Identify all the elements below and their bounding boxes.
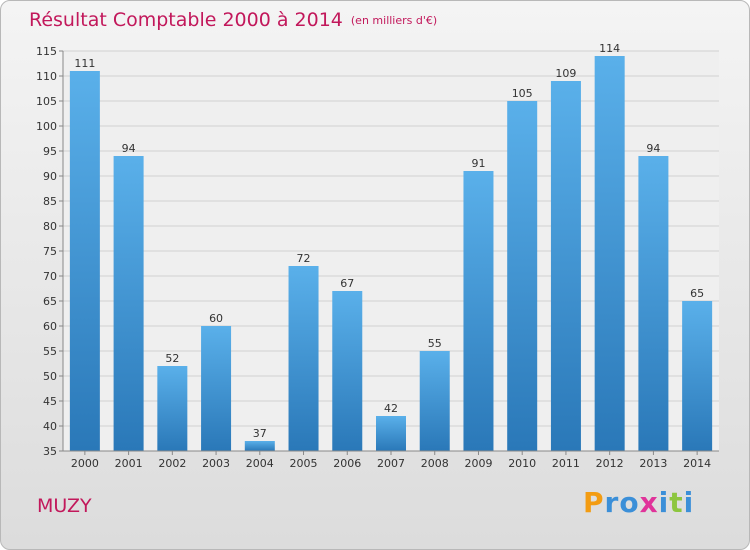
- bar-2008: [419, 351, 450, 451]
- value-label-2008: 55: [428, 337, 442, 350]
- y-tick-label: 50: [43, 370, 57, 383]
- chart-title-text: Résultat Comptable 2000 à 2014: [29, 9, 343, 31]
- proxiti-logo: Proxiti: [583, 486, 694, 519]
- y-tick-label: 35: [43, 445, 57, 458]
- x-tick-label-2005: 2005: [290, 457, 318, 470]
- x-tick-label-2009: 2009: [464, 457, 492, 470]
- value-label-2000: 111: [74, 57, 95, 70]
- bars: [69, 56, 713, 451]
- y-tick-label: 75: [43, 245, 57, 258]
- value-label-2007: 42: [384, 402, 398, 415]
- x-tick-label-2014: 2014: [683, 457, 711, 470]
- y-tick-label: 45: [43, 395, 57, 408]
- x-tick-label-2010: 2010: [508, 457, 536, 470]
- chart-title: Résultat Comptable 2000 à 2014 (en millie…: [29, 9, 437, 31]
- x-tick-label-2013: 2013: [639, 457, 667, 470]
- y-tick-label: 95: [43, 145, 57, 158]
- commune-name: MUZY: [37, 495, 92, 517]
- x-tick-label-2008: 2008: [421, 457, 449, 470]
- logo-letter: r: [604, 486, 620, 519]
- value-label-2012: 114: [599, 42, 620, 55]
- value-label-2013: 94: [646, 142, 660, 155]
- y-tick-label: 110: [36, 70, 57, 83]
- y-tick-label: 115: [36, 45, 57, 58]
- y-tick-label: 65: [43, 295, 57, 308]
- value-label-2002: 52: [165, 352, 179, 365]
- x-tick-label-2000: 2000: [71, 457, 99, 470]
- x-tick-label-2004: 2004: [246, 457, 274, 470]
- value-label-2010: 105: [512, 87, 533, 100]
- bar-2013: [638, 156, 669, 451]
- bar-2002: [157, 366, 188, 451]
- logo-letter: P: [583, 486, 605, 519]
- x-tick-label-2012: 2012: [596, 457, 624, 470]
- value-label-2014: 65: [690, 287, 704, 300]
- bar-2006: [332, 291, 363, 451]
- value-label-2004: 37: [253, 427, 267, 440]
- bar-2000: [69, 71, 100, 451]
- x-tick-label-2001: 2001: [115, 457, 143, 470]
- value-label-2001: 94: [122, 142, 136, 155]
- bar-2011: [550, 81, 581, 451]
- value-label-2005: 72: [297, 252, 311, 265]
- value-label-2006: 67: [340, 277, 354, 290]
- bar-2003: [201, 326, 232, 451]
- x-tick-label-2007: 2007: [377, 457, 405, 470]
- logo-letter: i: [683, 486, 695, 519]
- y-tick-label: 80: [43, 220, 57, 233]
- value-label-2009: 91: [471, 157, 485, 170]
- logo-letter: i: [658, 486, 670, 519]
- y-tick-label: 100: [36, 120, 57, 133]
- value-label-2011: 109: [555, 67, 576, 80]
- x-tick-label-2006: 2006: [333, 457, 361, 470]
- labels: 35 40 45 50 55 60 65 70 75 80 85 90 95 100 105 110 115 11…: [36, 42, 711, 470]
- bar-2014: [682, 301, 713, 451]
- axes: [59, 50, 719, 455]
- x-tick-label-2003: 2003: [202, 457, 230, 470]
- logo-letter: t: [669, 486, 684, 519]
- bar-2007: [376, 416, 406, 451]
- value-label-2003: 60: [209, 312, 223, 325]
- logo-letter: o: [619, 486, 640, 519]
- y-tick-label: 60: [43, 320, 57, 333]
- y-tick-label: 105: [36, 95, 57, 108]
- y-tick-label: 55: [43, 345, 57, 358]
- y-tick-label: 85: [43, 195, 57, 208]
- bar-2012: [594, 56, 625, 451]
- x-tick-label-2011: 2011: [552, 457, 580, 470]
- x-tick-label-2002: 2002: [158, 457, 186, 470]
- chart-subtitle: (en milliers d'€): [350, 14, 438, 27]
- y-tick-label: 90: [43, 170, 57, 183]
- y-tick-label: 40: [43, 420, 57, 433]
- y-tick-label: 70: [43, 270, 57, 283]
- logo-letter: x: [639, 486, 659, 519]
- bar-2005: [288, 266, 319, 451]
- bar-2004: [244, 441, 275, 451]
- bar-2010: [507, 101, 538, 451]
- bar-2001: [113, 156, 144, 451]
- bar-2009: [463, 171, 494, 451]
